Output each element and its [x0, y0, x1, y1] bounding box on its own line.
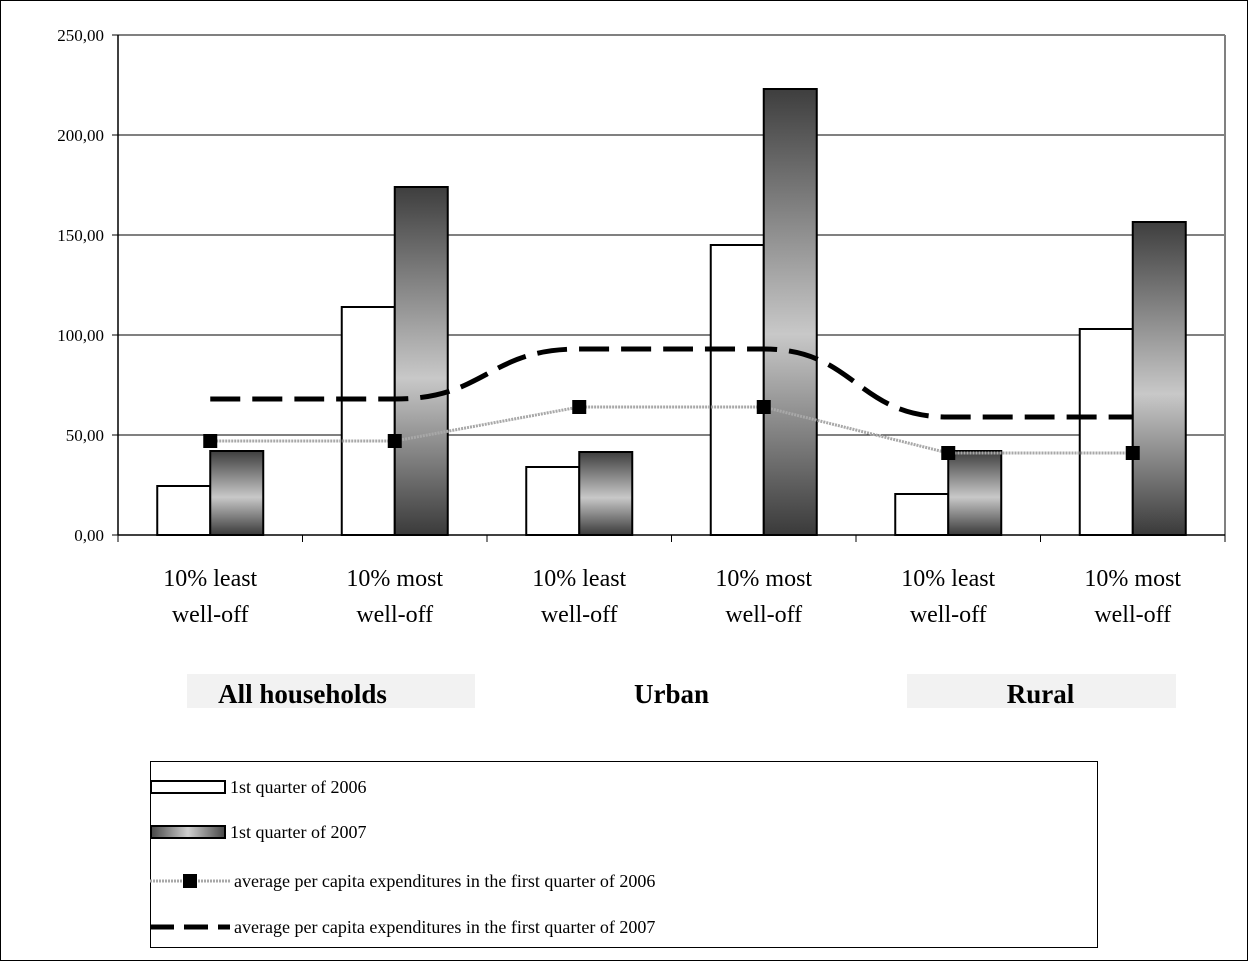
category-label: 10% least	[163, 566, 257, 592]
axis-labels: 0,00 50,00 100,00 150,00 200,00 250,00 10% lea…	[57, 26, 1181, 709]
bar-2007	[947, 450, 1003, 536]
marker-avg-2006	[756, 400, 771, 414]
line-avg-2007	[210, 346, 1133, 420]
category-label: well-off	[725, 602, 802, 628]
group-label: Urban	[634, 679, 709, 709]
series-lines	[203, 346, 1140, 460]
bar-chart: 0,00 50,00 100,00 150,00 200,00 250,00 10% lea…	[57, 26, 1226, 709]
y-tick-label: 0,00	[74, 526, 104, 545]
bar-2007	[578, 451, 634, 536]
bars	[156, 88, 1187, 536]
y-tick-label: 100,00	[57, 326, 104, 345]
category-label: 10% least	[532, 566, 626, 592]
y-tick-label: 150,00	[57, 226, 104, 245]
category-label: well-off	[910, 602, 987, 628]
category-label: well-off	[356, 602, 433, 628]
legend	[150, 761, 1098, 948]
legend-item-2006: 1st quarter of 2006	[150, 775, 366, 799]
bar-2006	[525, 466, 581, 536]
bar-2006	[709, 244, 765, 536]
axes	[112, 34, 1226, 542]
bar-2006	[894, 493, 950, 536]
bar-2007	[1131, 221, 1187, 536]
legend-item-avg-2007: average per capita expenditures in the f…	[150, 915, 655, 939]
legend-swatch-2006	[150, 780, 226, 794]
legend-item-avg-2006: average per capita expenditures in the f…	[150, 869, 655, 893]
category-label: well-off	[541, 602, 618, 628]
group-label: Rural	[1007, 679, 1075, 709]
line-avg-2006	[210, 405, 1133, 455]
category-label: 10% most	[1084, 566, 1181, 592]
category-label: 10% most	[715, 566, 812, 592]
y-tick-label: 50,00	[66, 426, 104, 445]
legend-label-avg-2007: average per capita expenditures in the f…	[234, 916, 656, 937]
group-label-bg	[187, 674, 475, 708]
gridlines	[118, 134, 1225, 436]
legend-label-avg-2006: average per capita expenditures in the f…	[234, 870, 656, 891]
category-label: well-off	[1094, 602, 1171, 628]
bar-2006	[156, 485, 212, 536]
bar-2006	[1078, 328, 1134, 536]
bar-2006	[340, 306, 396, 536]
category-label: 10% most	[346, 566, 443, 592]
marker-avg-2006	[1125, 446, 1140, 460]
y-tick-label: 200,00	[57, 126, 104, 145]
legend-label-2006: 1st quarter of 2006	[230, 776, 367, 797]
marker-avg-2006	[941, 446, 956, 460]
legend-symbol-avg-2007	[150, 924, 230, 930]
group-label-bg	[907, 674, 1176, 708]
marker-avg-2006	[203, 434, 218, 448]
legend-swatch-2007	[150, 825, 226, 839]
bar-2007	[209, 450, 265, 536]
legend-item-2007: 1st quarter of 2007	[150, 820, 366, 844]
category-label: well-off	[172, 602, 249, 628]
legend-symbol-avg-2006	[150, 874, 230, 888]
bar-2007	[393, 186, 449, 536]
category-label: 10% least	[901, 566, 995, 592]
legend-label-2007: 1st quarter of 2007	[230, 821, 367, 842]
marker-avg-2006	[387, 434, 402, 448]
y-tick-label: 250,00	[57, 26, 104, 45]
group-label: All households	[218, 679, 387, 709]
marker-avg-2006	[572, 400, 587, 414]
bar-2007	[762, 88, 818, 536]
